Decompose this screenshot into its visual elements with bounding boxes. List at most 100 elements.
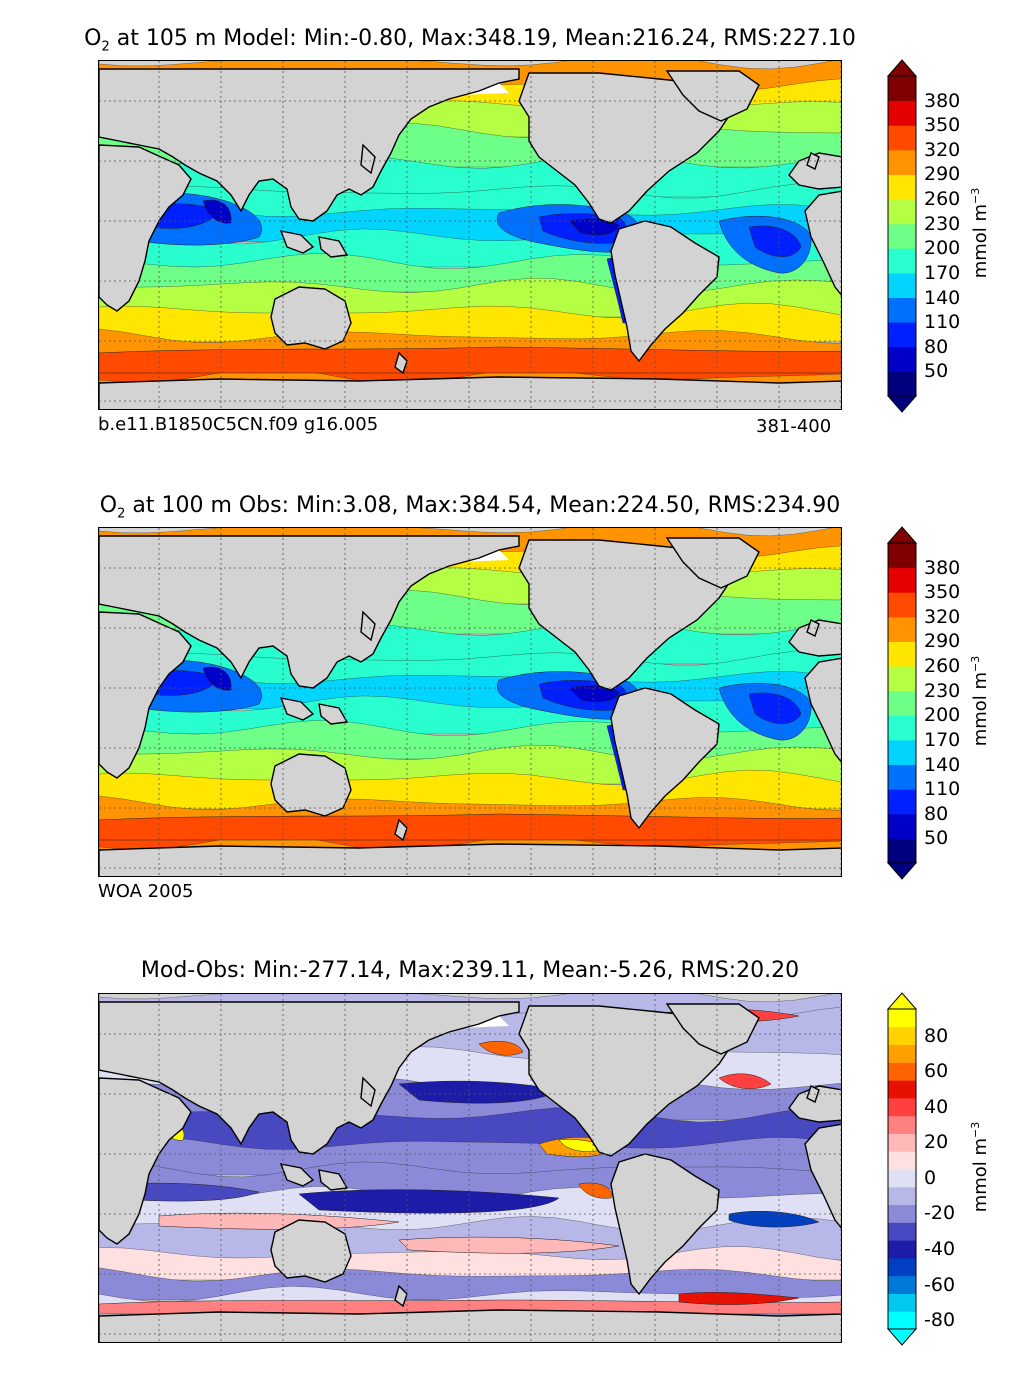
colorbar-segment xyxy=(888,199,916,225)
colorbar-tick-label: 320 xyxy=(924,138,961,161)
colorbar-segment xyxy=(888,1009,916,1028)
colorbar-tick-label: -60 xyxy=(924,1273,956,1296)
colorbar-segment xyxy=(888,76,916,102)
landmass-antarctica xyxy=(99,1309,841,1342)
colorbar-segment xyxy=(888,1222,916,1241)
panel-title: Mod-Obs: Min:-277.14, Max:239.11, Mean:-… xyxy=(140,958,800,983)
colorbar-tick-label: 110 xyxy=(924,311,961,334)
landmass-southAmerica xyxy=(610,1153,720,1296)
colorbar-unit-label: mmol m−3 xyxy=(969,1121,991,1213)
colorbar-tick-label: 290 xyxy=(924,163,961,186)
colorbar-tick-label: 230 xyxy=(924,679,961,702)
landmass-greenland xyxy=(665,70,760,122)
colorbar-segment xyxy=(888,1097,916,1117)
colorbar-tick-label: -40 xyxy=(924,1238,956,1260)
colorbar-unit-label: mmol m−3 xyxy=(969,655,991,747)
colorbar-segment xyxy=(888,838,916,864)
colorbar-tick-label: 80 xyxy=(924,802,949,825)
landmass-southAmerica xyxy=(610,220,720,363)
colorbar-tick-label: 320 xyxy=(924,605,961,628)
landmass-uk xyxy=(806,1085,820,1103)
colorbar-tick-label: 380 xyxy=(924,556,961,579)
colorbar-tick-label: 50 xyxy=(924,827,949,850)
colorbar-segment xyxy=(888,567,916,593)
landmass-japan xyxy=(360,1076,376,1108)
colorbar-tick-label: 200 xyxy=(924,704,961,727)
colorbar-tick-label: 110 xyxy=(924,778,961,801)
colorbar-tick-label: 50 xyxy=(924,360,949,383)
colorbar-model xyxy=(886,59,918,413)
landmass-europeRight xyxy=(788,619,841,657)
landmass-japan xyxy=(360,610,376,642)
colorbar-segment xyxy=(888,149,916,175)
colorbar-diff xyxy=(886,992,918,1346)
colorbar-segment xyxy=(888,666,916,692)
landmass-europeRight xyxy=(788,152,841,190)
caption-case-name: b.e11.B1850C5CN.f09 g16.005 xyxy=(98,414,379,435)
colorbar-segment xyxy=(888,1080,916,1099)
colorbar-segment xyxy=(888,223,916,249)
colorbar-segment xyxy=(888,248,916,274)
colorbar-segment xyxy=(888,715,916,741)
landmass-australia xyxy=(270,1219,352,1283)
colorbar-segment xyxy=(888,592,916,618)
colorbar-tick-label: 230 xyxy=(924,212,961,235)
map-diff-o2 xyxy=(98,993,842,1343)
map-model-o2-field xyxy=(99,61,841,409)
colorbar-tick-label: 350 xyxy=(924,114,961,137)
landmass-indonesia2 xyxy=(318,236,349,258)
colorbar-tick-label: 80 xyxy=(924,1024,949,1047)
colorbar-tick-label: 0 xyxy=(924,1166,937,1189)
colorbar-extend-max xyxy=(886,526,918,544)
colorbar-tick-label: 350 xyxy=(924,581,961,604)
landmass-antarctica xyxy=(99,376,841,409)
colorbar-tick-label: 80 xyxy=(924,335,949,358)
colorbar-extend-min xyxy=(886,1328,918,1346)
colorbar-segment xyxy=(888,1151,916,1170)
landmass-indonesia1 xyxy=(279,230,315,254)
colorbar-segment xyxy=(888,813,916,839)
landmass-indonesia2 xyxy=(318,1169,349,1191)
colorbar-segment xyxy=(888,1240,916,1259)
landmass-indonesia1 xyxy=(279,697,315,721)
colorbar-segment xyxy=(888,1115,916,1134)
colorbar-tick-label: 290 xyxy=(924,630,961,653)
colorbar-tick-label: 60 xyxy=(924,1060,949,1083)
colorbar-unit-label: mmol m−3 xyxy=(969,187,991,279)
colorbar-tick-label: 40 xyxy=(924,1095,949,1118)
colorbar-tick-label: -80 xyxy=(924,1309,956,1332)
colorbar-tick-label: 170 xyxy=(924,261,961,284)
landmass-africaRight xyxy=(804,657,841,763)
colorbar-segment xyxy=(888,1204,916,1223)
colorbar-segment xyxy=(888,322,916,348)
landmass-africaRight xyxy=(804,190,841,296)
colorbar-extend-min xyxy=(886,395,918,413)
colorbar-tick-label: 260 xyxy=(924,188,961,211)
landmass-australia xyxy=(270,753,352,817)
landmass-nz xyxy=(394,1284,408,1308)
colorbar-tick-label: -20 xyxy=(924,1202,956,1225)
colorbar-segment xyxy=(888,346,916,372)
caption-years: 381-400 xyxy=(756,416,832,437)
colorbar-segment xyxy=(888,1062,916,1081)
landmass-indonesia1 xyxy=(279,1163,315,1187)
colorbar-segment xyxy=(888,100,916,126)
colorbar-segment xyxy=(888,1169,916,1188)
landmass-greenland xyxy=(665,537,760,589)
colorbar-segment xyxy=(888,1186,916,1206)
colorbar-tick-label: 200 xyxy=(924,237,961,260)
landmass-asia xyxy=(99,535,520,689)
landmass-indonesia2 xyxy=(318,703,349,725)
colorbar-segment xyxy=(888,1133,916,1152)
colorbar-extend-max xyxy=(886,992,918,1010)
colorbar-segment xyxy=(888,543,916,569)
landmass-uk xyxy=(806,619,820,637)
colorbar-tick-label: 140 xyxy=(924,753,961,776)
landmass-greenland xyxy=(665,1003,760,1055)
colorbar-segment xyxy=(888,125,916,151)
landmass-uk xyxy=(806,152,820,170)
colorbar-segment xyxy=(888,1044,916,1063)
colorbar-segment xyxy=(888,297,916,323)
landmass-nz xyxy=(394,818,408,842)
landmass-southAmerica xyxy=(610,687,720,830)
